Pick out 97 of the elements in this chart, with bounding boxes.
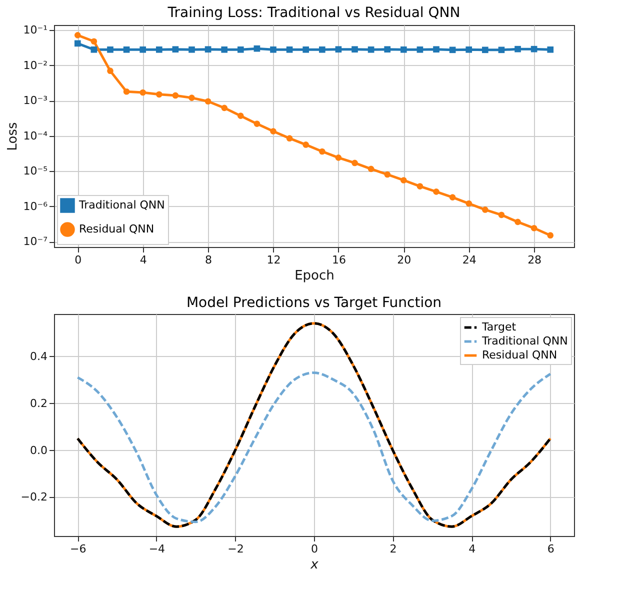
point: [140, 46, 146, 53]
point: [221, 46, 228, 53]
point: [352, 160, 358, 166]
y-tick-label: 10⁻⁵: [23, 164, 48, 178]
x-tick-label: 20: [397, 254, 412, 266]
point: [156, 46, 162, 53]
point: [433, 188, 440, 195]
point: [302, 46, 310, 53]
x-tick-label: 6: [547, 542, 554, 556]
point: [270, 46, 276, 53]
point: [318, 46, 326, 53]
x-tick-label: 0: [74, 254, 82, 266]
x-tick-label: −4: [148, 542, 166, 556]
y-tick-label: 10⁻⁴: [23, 129, 48, 142]
x-tick-label: 16: [332, 254, 346, 266]
point: [530, 224, 538, 232]
y-tick-label: 10⁻⁷: [23, 235, 48, 248]
legend-label: Traditional QNN: [78, 198, 165, 212]
point: [498, 212, 505, 218]
point: [107, 68, 114, 74]
x-tick-label: 2: [390, 542, 397, 556]
point: [530, 46, 538, 52]
point: [466, 200, 472, 207]
point: [254, 120, 260, 127]
x-tick-label: 12: [266, 254, 281, 266]
x-axis-title: Epoch: [294, 268, 334, 284]
point: [286, 135, 293, 142]
point: [90, 38, 98, 45]
x-tick-label: 8: [205, 254, 212, 266]
y-tick-label: −0.2: [20, 490, 48, 504]
point: [498, 46, 505, 54]
point: [449, 194, 456, 200]
point: [188, 46, 195, 53]
legend-label: Target: [481, 320, 517, 334]
y-axis-title: Loss: [5, 122, 20, 151]
point: [204, 46, 212, 53]
point: [400, 46, 407, 53]
point: [90, 46, 98, 53]
legend-label: Traditional QNN: [481, 334, 568, 348]
point: [188, 94, 195, 101]
point: [286, 46, 293, 53]
x-tick-label: 4: [140, 254, 147, 266]
legend-label: Residual QNN: [79, 222, 154, 236]
point: [482, 206, 488, 213]
point: [482, 46, 488, 54]
y-tick-label: 0.0: [30, 444, 48, 457]
x-tick-label: −2: [228, 542, 244, 556]
chart-title: Training Loss: Traditional vs Residual QNN: [166, 5, 460, 22]
legend-label: Residual QNN: [482, 348, 558, 362]
point: [270, 128, 276, 134]
line-series: [76, 371, 552, 524]
point: [384, 46, 391, 53]
point: [368, 166, 374, 172]
point: [547, 232, 554, 238]
x-tick-label: 24: [462, 254, 476, 266]
point: [547, 46, 554, 53]
point: [156, 91, 162, 98]
point: [172, 46, 179, 53]
point: [107, 46, 114, 53]
point: [400, 177, 407, 184]
x-axis-title: x: [310, 558, 319, 572]
point: [416, 183, 424, 190]
y-tick-label: 10⁻¹: [23, 24, 48, 37]
point: [433, 46, 440, 53]
point: [140, 89, 146, 96]
chart-title: Model Predictions vs Target Function: [186, 295, 442, 311]
x-tick-label: 0: [311, 542, 318, 556]
point: [466, 46, 472, 53]
y-tick-label: 10⁻²: [23, 58, 48, 72]
y-tick-label: 0.4: [30, 350, 48, 363]
point: [514, 218, 521, 226]
point: [221, 104, 228, 112]
point: [335, 154, 342, 161]
y-tick-label: 10⁻³: [23, 94, 48, 108]
x-tick-label: −6: [70, 542, 86, 556]
x-tick-label: 28: [528, 254, 542, 266]
point: [384, 171, 391, 178]
point: [254, 45, 260, 52]
y-tick-label: 0.2: [30, 396, 48, 410]
point: [318, 148, 326, 155]
point: [74, 40, 81, 47]
point: [449, 46, 456, 54]
point: [302, 142, 310, 148]
point: [237, 46, 244, 53]
y-tick-label: 10⁻⁶: [23, 200, 48, 213]
point: [172, 92, 179, 99]
point: [237, 112, 244, 119]
point: [352, 46, 358, 53]
point: [416, 46, 424, 53]
point: [204, 98, 212, 105]
x-tick-label: 4: [468, 542, 476, 556]
point: [74, 32, 81, 38]
point: [123, 88, 130, 95]
point: [514, 46, 521, 52]
point: [335, 46, 342, 53]
point: [368, 46, 374, 53]
point: [123, 46, 130, 53]
